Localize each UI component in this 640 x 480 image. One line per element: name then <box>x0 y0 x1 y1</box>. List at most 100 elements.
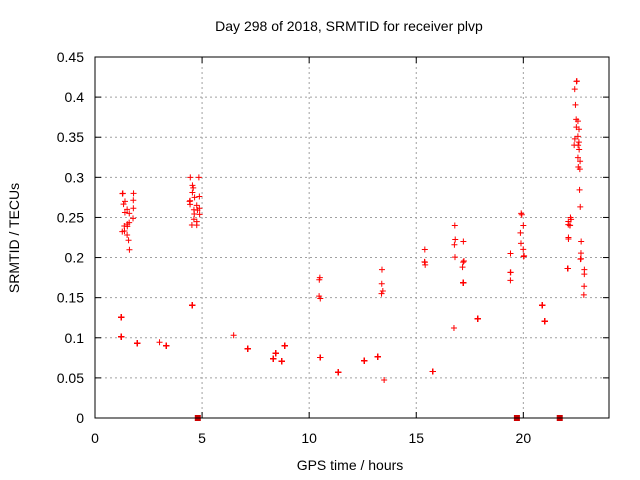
data-point <box>577 158 584 165</box>
plot-frame <box>94 56 610 419</box>
data-point <box>316 293 323 300</box>
data-point <box>507 277 514 284</box>
x-tick-label: 20 <box>516 430 532 446</box>
data-point <box>581 283 588 290</box>
data-point <box>189 189 196 196</box>
data-point <box>567 222 574 229</box>
data-point <box>374 353 381 360</box>
data-point <box>517 240 524 247</box>
data-point <box>193 202 200 209</box>
data-point <box>120 201 127 208</box>
data-point <box>281 342 288 349</box>
data-point <box>575 142 582 149</box>
data-point <box>189 182 196 189</box>
chart-title: Day 298 of 2018, SRMTID for receiver plv… <box>215 18 483 34</box>
data-point <box>378 290 385 297</box>
data-point <box>361 357 368 364</box>
data-point <box>518 211 525 218</box>
data-point <box>189 302 196 309</box>
y-tick-label: 0.45 <box>57 49 84 65</box>
data-point <box>187 201 194 208</box>
data-point <box>507 269 514 276</box>
data-point <box>118 333 125 340</box>
data-point <box>518 210 525 217</box>
data-point <box>577 250 584 257</box>
data-point <box>195 174 202 181</box>
data-point <box>568 216 575 223</box>
data-point <box>121 198 128 205</box>
data-point <box>156 339 163 346</box>
data-point <box>191 194 198 201</box>
x-tick-label: 10 <box>301 430 317 446</box>
data-point <box>573 78 580 85</box>
data-point <box>125 237 132 244</box>
data-point <box>565 235 572 242</box>
data-point <box>520 222 527 229</box>
data-point <box>572 101 579 108</box>
data-point <box>460 257 467 264</box>
data-point <box>118 314 125 321</box>
data-point <box>130 205 137 212</box>
data-point <box>421 259 428 266</box>
data-point <box>507 250 514 257</box>
data-point <box>196 205 203 212</box>
data-point <box>121 228 128 235</box>
data-point <box>517 229 524 236</box>
data-point <box>539 302 546 309</box>
x-tick-label: 5 <box>198 430 206 446</box>
data-point <box>576 146 583 153</box>
data-point <box>196 211 203 218</box>
data-point <box>130 197 137 204</box>
x-tick-label: 0 <box>91 430 99 446</box>
y-tick-label: 0.3 <box>65 169 85 185</box>
data-point <box>451 222 458 229</box>
data-point <box>130 215 137 222</box>
data-point <box>381 377 388 384</box>
data-point <box>126 210 133 217</box>
data-point <box>581 271 588 278</box>
data-point <box>578 238 585 245</box>
data-point <box>335 369 342 376</box>
y-tick-label: 0.15 <box>57 290 84 306</box>
data-point <box>429 368 436 375</box>
data-point <box>270 355 277 362</box>
data-point <box>230 332 237 339</box>
data-point <box>191 211 198 218</box>
data-point <box>574 118 581 125</box>
data-point <box>576 126 583 133</box>
data-point <box>474 315 481 322</box>
data-point <box>580 291 587 298</box>
data-point <box>460 238 467 245</box>
data-point <box>460 259 467 266</box>
y-axis-label: SRMTID / TECUs <box>6 183 22 293</box>
data-point <box>121 209 128 216</box>
points-layer <box>118 78 588 384</box>
data-point <box>460 279 467 286</box>
data-point <box>421 246 428 253</box>
y-tick-label: 0.1 <box>65 330 85 346</box>
y-tick-label: 0.25 <box>57 209 84 225</box>
data-point <box>190 184 197 191</box>
data-point <box>124 206 131 213</box>
data-point <box>130 190 137 197</box>
x-axis-label: GPS time / hours <box>297 457 404 473</box>
data-point <box>272 350 279 357</box>
y-tick-label: 0 <box>76 410 84 426</box>
data-point <box>576 166 583 173</box>
y-tick-label: 0.4 <box>65 89 85 105</box>
data-point <box>196 193 203 200</box>
data-point <box>541 318 548 325</box>
data-point <box>119 190 126 197</box>
data-point <box>450 325 457 332</box>
data-point <box>134 340 141 347</box>
data-point <box>451 241 458 248</box>
data-point <box>575 139 582 146</box>
data-point <box>163 342 170 349</box>
data-point <box>564 265 571 272</box>
data-point <box>571 86 578 93</box>
data-point <box>576 186 583 193</box>
data-point <box>520 253 527 260</box>
data-point <box>187 174 194 181</box>
y-tick-label: 0.2 <box>65 250 85 266</box>
